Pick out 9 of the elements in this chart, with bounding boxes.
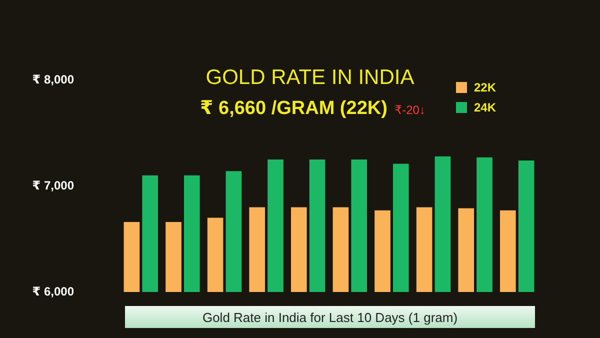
y-tick-label: ₹ 8,000 bbox=[32, 72, 74, 86]
y-tick-label: ₹ 7,000 bbox=[32, 178, 74, 192]
legend-label: 24K bbox=[474, 100, 496, 114]
chart-title: GOLD RATE IN INDIA bbox=[204, 66, 416, 90]
annotation: ₹-20↓ bbox=[394, 103, 426, 117]
text: ₹ 6,660 /GRAM (22K) bbox=[200, 97, 388, 120]
y-tick-label: ₹ 6,000 bbox=[32, 284, 74, 298]
legend-label: 22K bbox=[474, 80, 496, 94]
x-axis-title: Gold Rate in India for Last 10 Days (1 gram) bbox=[125, 306, 535, 328]
